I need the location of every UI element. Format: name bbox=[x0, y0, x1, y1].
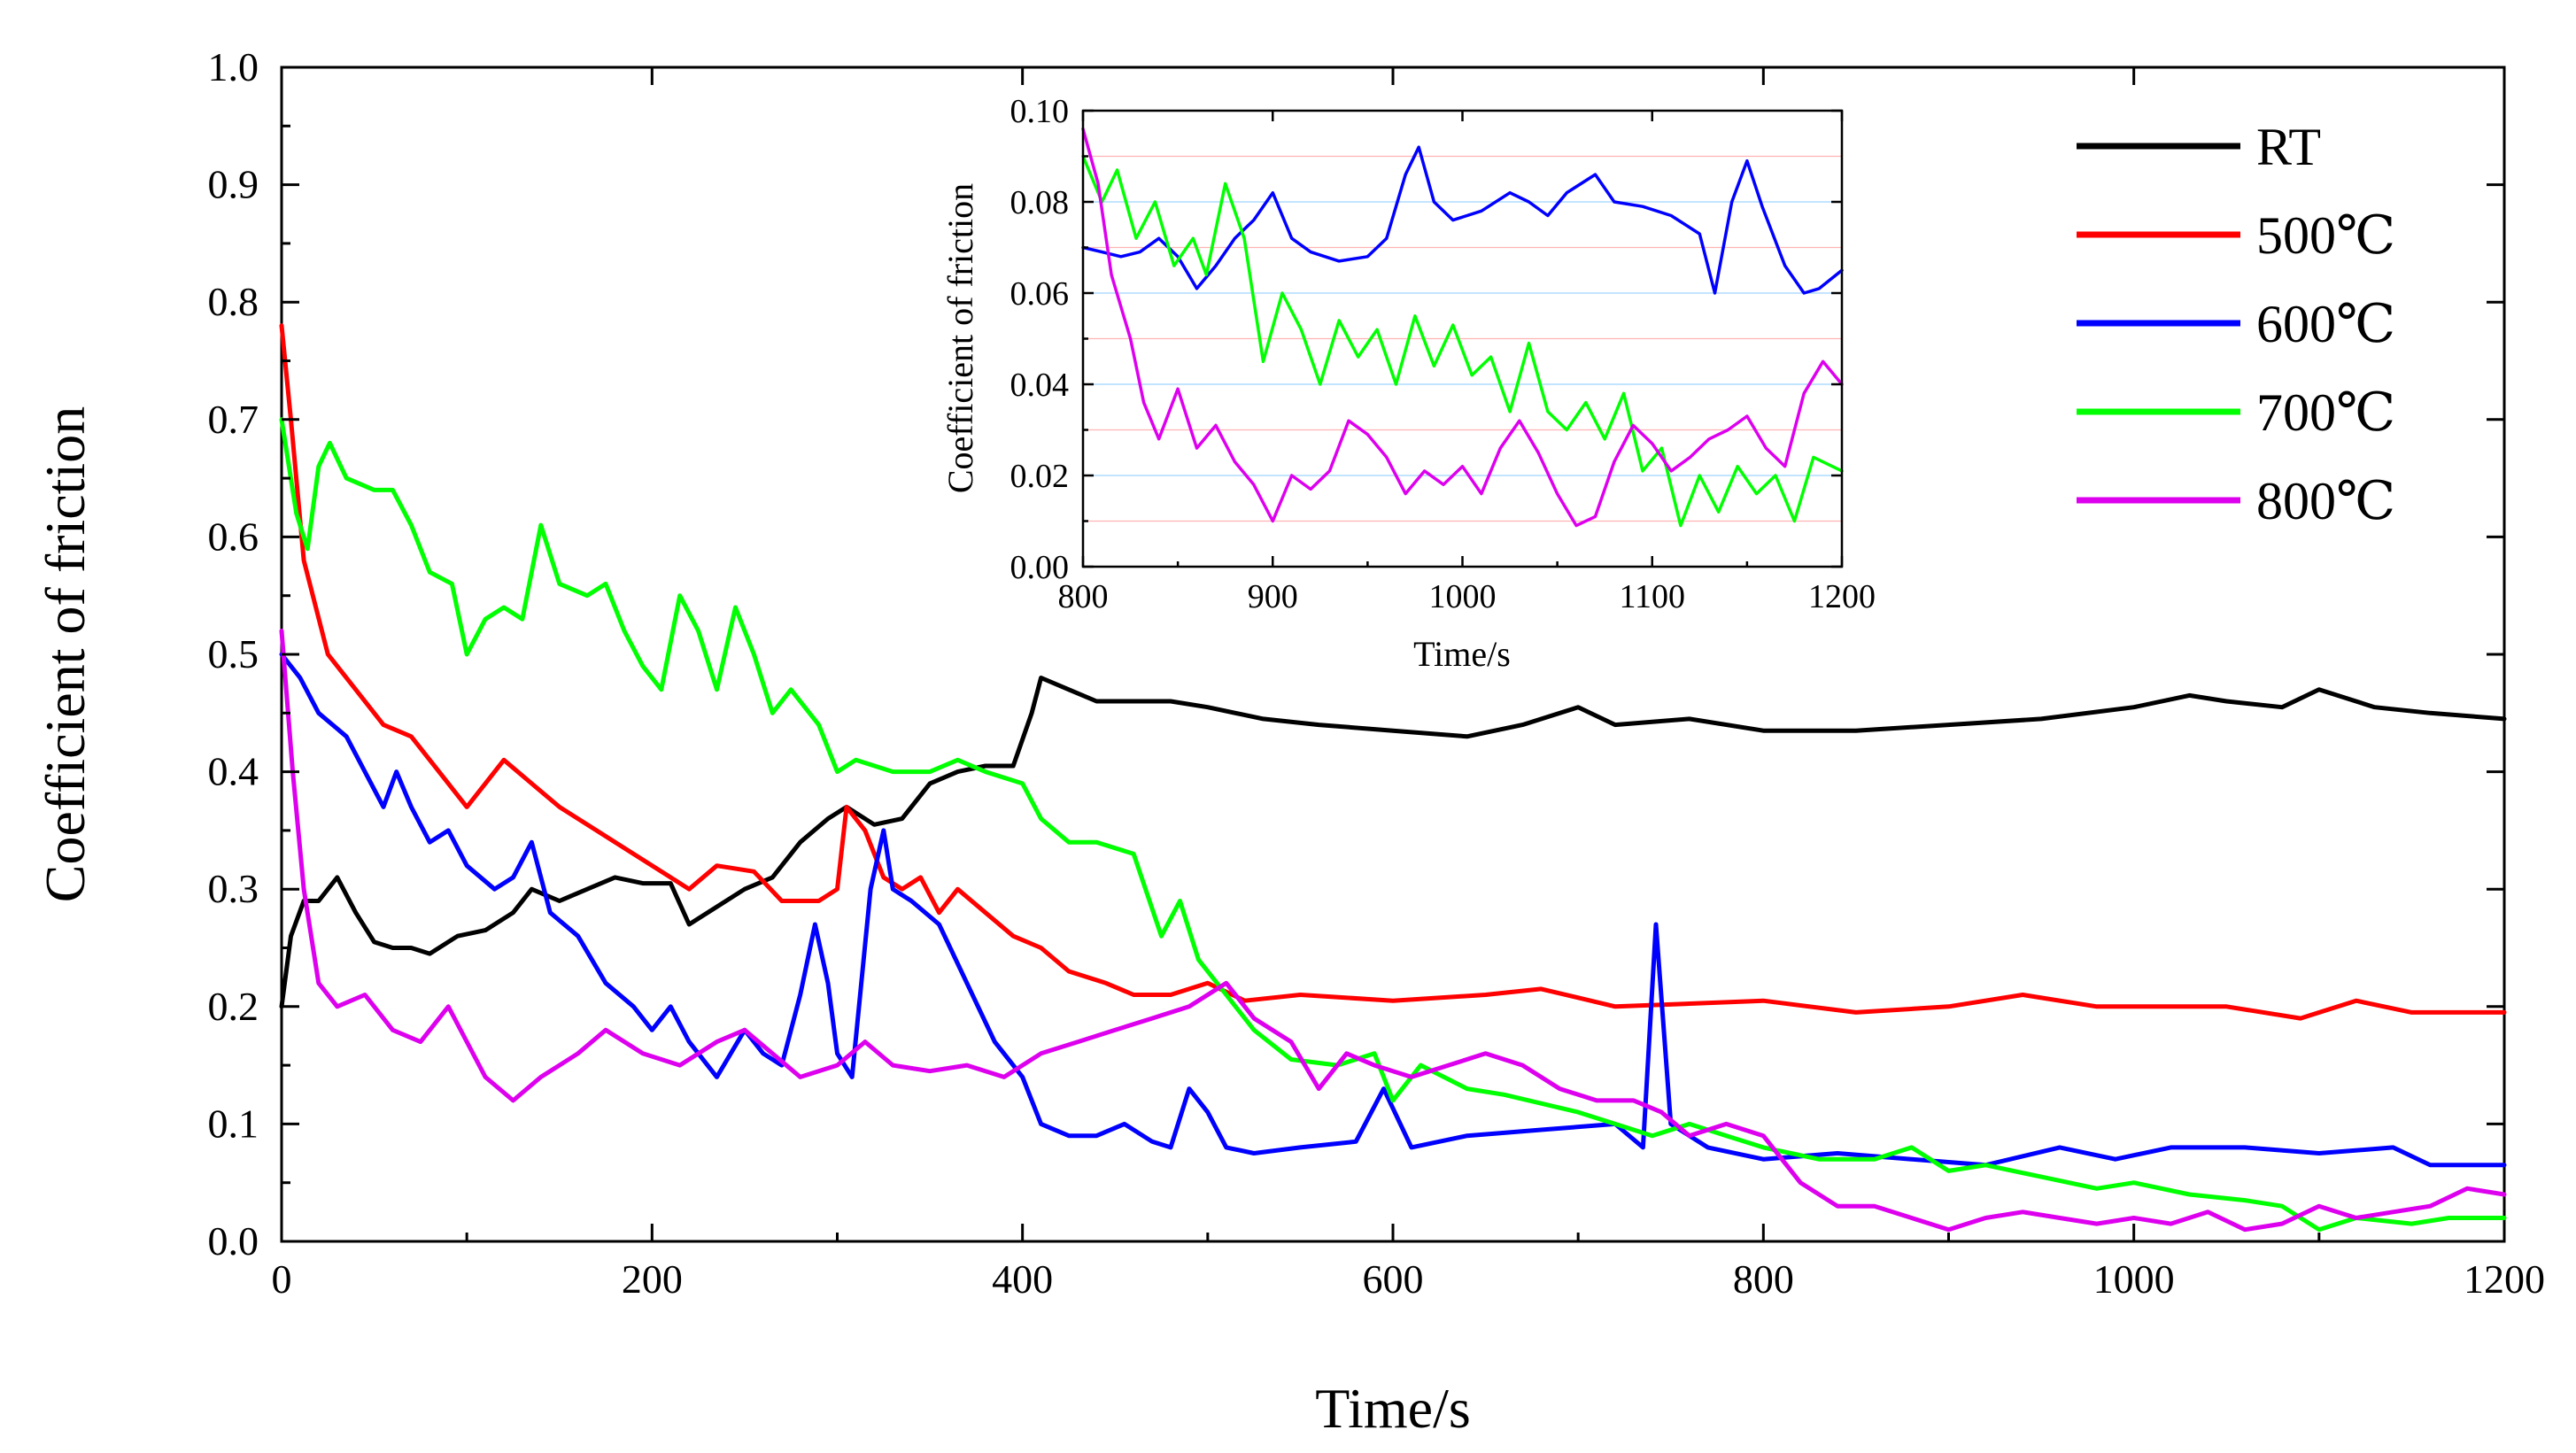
main-x-tick-label: 0 bbox=[272, 1256, 292, 1302]
legend-item-500c: 500℃ bbox=[2077, 206, 2395, 265]
main-x-tick-label: 400 bbox=[992, 1256, 1053, 1302]
inset-series-group bbox=[1081, 127, 1844, 528]
main-y-tick-label: 0.5 bbox=[208, 631, 259, 676]
inset-y-tick-label: 0.10 bbox=[1010, 93, 1070, 130]
main-series-700c bbox=[279, 417, 2507, 1233]
main-series-600c bbox=[279, 652, 2507, 1168]
legend-item-800c: 800℃ bbox=[2077, 472, 2395, 530]
inset-y-tick-label: 0.06 bbox=[1010, 275, 1070, 313]
inset-x-ticks: 800 900 1000 1100 1200 bbox=[1058, 111, 1876, 615]
legend-label-600c: 600℃ bbox=[2256, 295, 2395, 353]
inset-x-tick-label: 800 bbox=[1058, 578, 1109, 615]
main-x-axis-title: Time/s bbox=[1315, 1377, 1471, 1440]
inset-y-axis-title: Coefficient of friction bbox=[940, 183, 980, 493]
main-x-tick-label: 1200 bbox=[2464, 1256, 2545, 1302]
inset-y-tick-label: 0.02 bbox=[1010, 458, 1070, 495]
main-plot: 0 200 400 600 800 1000 1200 0.0 0.1 0.2 0.3 0.4 0.5… bbox=[34, 44, 2545, 1440]
inset-x-axis-title: Time/s bbox=[1413, 634, 1511, 674]
legend-item-600c: 600℃ bbox=[2077, 295, 2395, 353]
main-y-tick-label: 0.0 bbox=[208, 1218, 259, 1264]
main-y-tick-label: 0.9 bbox=[208, 162, 259, 207]
legend-item-rt: RT bbox=[2077, 118, 2321, 176]
main-y-tick-label: 0.1 bbox=[208, 1101, 259, 1146]
main-y-tick-label: 0.7 bbox=[208, 397, 259, 442]
main-x-tick-label: 600 bbox=[1363, 1256, 1424, 1302]
main-x-ticks: 0 200 400 600 800 1000 1200 bbox=[272, 67, 2545, 1302]
legend-label-500c: 500℃ bbox=[2256, 206, 2395, 265]
main-x-tick-label: 1000 bbox=[2093, 1256, 2175, 1302]
inset-y-tick-label: 0.08 bbox=[1010, 184, 1070, 221]
inset-y-tick-label: 0.04 bbox=[1010, 367, 1070, 404]
inset-plot: 800 900 1000 1100 1200 0.000.020.040.060.080… bbox=[940, 93, 1876, 674]
legend: RT 500℃ 600℃ 700℃ 800℃ bbox=[2077, 118, 2395, 530]
inset-x-tick-label: 1000 bbox=[1429, 578, 1497, 615]
legend-label-700c: 700℃ bbox=[2256, 383, 2395, 442]
inset-series-700c bbox=[1081, 154, 1844, 528]
main-y-tick-label: 0.6 bbox=[208, 514, 259, 559]
inset-series-800c bbox=[1081, 127, 1844, 528]
inset-x-tick-label: 1100 bbox=[1619, 578, 1685, 615]
inset-x-tick-label: 900 bbox=[1248, 578, 1298, 615]
legend-item-700c: 700℃ bbox=[2077, 383, 2395, 442]
main-y-tick-label: 0.2 bbox=[208, 984, 259, 1029]
main-x-tick-label: 200 bbox=[622, 1256, 683, 1302]
main-series-500c bbox=[279, 323, 2507, 1021]
main-x-tick-label: 800 bbox=[1733, 1256, 1794, 1302]
inset-y-tick-label: 0.00 bbox=[1010, 549, 1070, 586]
main-y-ticks: 0.0 0.1 0.2 0.3 0.4 0.5 0.6 0.7 0.8 0.9 1.0 bbox=[208, 44, 2504, 1264]
main-y-axis-title: Coefficient of friction bbox=[34, 406, 97, 902]
main-y-tick-label: 0.3 bbox=[208, 866, 259, 911]
main-series-rt bbox=[279, 676, 2507, 1009]
inset-series-600c bbox=[1081, 145, 1844, 295]
inset-x-tick-label: 1200 bbox=[1808, 578, 1876, 615]
main-series-800c bbox=[279, 629, 2507, 1233]
main-y-tick-label: 1.0 bbox=[208, 44, 259, 89]
legend-label-rt: RT bbox=[2256, 118, 2321, 176]
inset-y-ticks: 0.00 0.02 0.04 0.06 0.08 0.10 bbox=[1010, 93, 1842, 586]
main-y-tick-label: 0.8 bbox=[208, 279, 259, 324]
main-y-tick-label: 0.4 bbox=[208, 749, 259, 794]
main-series-group bbox=[279, 323, 2507, 1233]
legend-label-800c: 800℃ bbox=[2256, 472, 2395, 530]
